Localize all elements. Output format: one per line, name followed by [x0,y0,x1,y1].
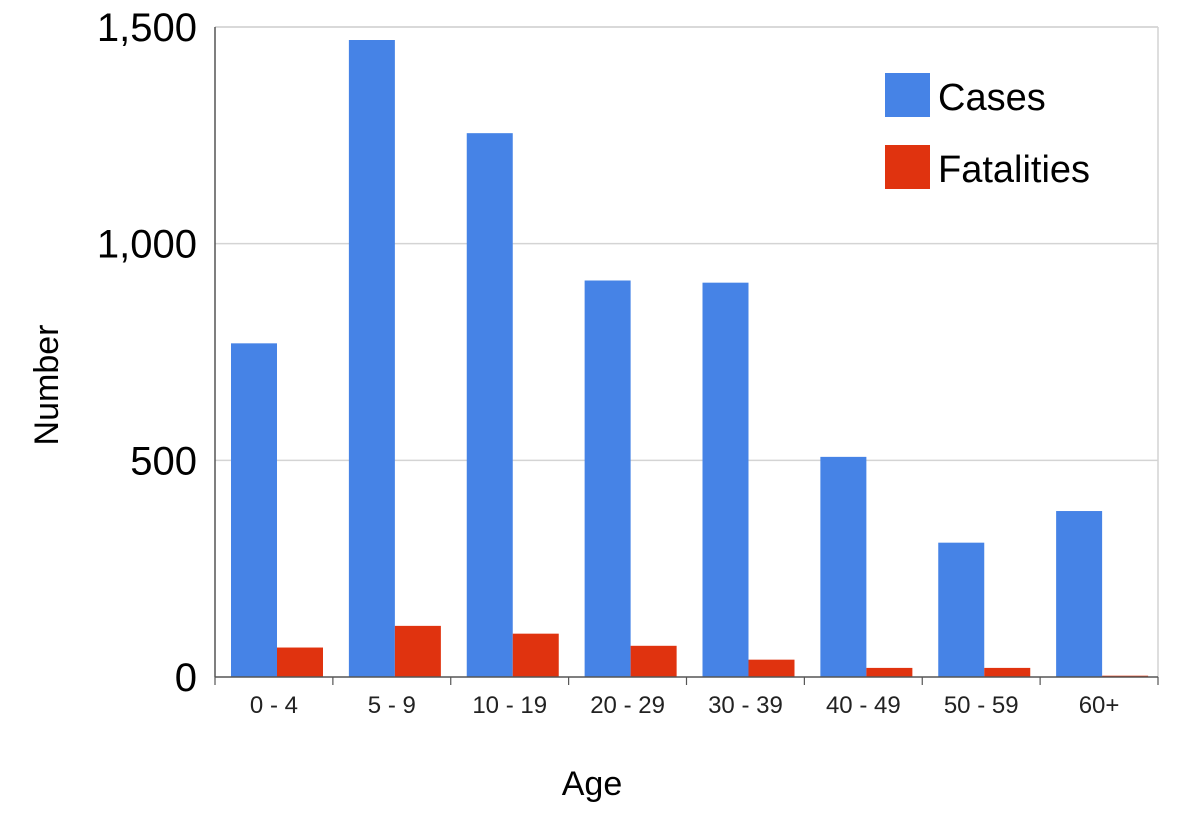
bar-cases-4 [702,282,749,677]
bars [231,40,1149,677]
bar-cases-0 [231,343,277,677]
bar-fatalities-6 [984,667,1031,677]
legend-swatch-cases [885,73,930,117]
bar-cases-2 [466,133,513,677]
x-tick-label-2: 10 - 19 [472,692,547,719]
x-tick-label-4: 30 - 39 [708,692,783,719]
x-axis-title: Age [562,765,623,803]
bar-fatalities-1 [394,625,441,677]
x-tick-label-1: 5 - 9 [368,692,416,719]
legend-label-fatalities: Fatalities [938,149,1090,191]
legend: Cases Fatalities [885,73,1090,191]
x-tick-label-3: 20 - 29 [590,692,665,719]
x-tick-label-6: 50 - 59 [944,692,1019,719]
x-tick-labels: 0 - 4 5 - 9 10 - 19 20 - 29 30 - 39 40 - 49 50… [250,692,1120,719]
bar-cases-3 [584,280,631,677]
bar-cases-1 [348,40,395,677]
y-tick-label-1: 500 [130,439,197,483]
legend-swatch-fatalities [885,145,930,189]
y-tick-label-3: 1,500 [97,6,197,50]
x-tick-label-5: 40 - 49 [826,692,901,719]
y-tick-labels: 0 500 1,000 1,500 [97,6,197,700]
bar-fatalities-5 [866,667,913,677]
axes [214,27,1159,685]
bar-fatalities-0 [277,647,323,677]
bar-cases-7 [1056,511,1103,677]
bar-fatalities-4 [748,659,795,677]
y-tick-label-2: 1,000 [97,223,197,267]
bar-fatalities-2 [512,633,559,677]
x-tick-label-0: 0 - 4 [250,692,298,719]
y-tick-label-0: 0 [175,656,197,700]
plot-frame [215,26,1159,677]
bar-fatalities-3 [630,645,677,677]
bar-cases-5 [820,456,867,677]
legend-label-cases: Cases [938,77,1046,119]
bar-cases-6 [938,542,985,677]
x-tick-label-7: 60+ [1079,692,1120,719]
y-axis-title: Number [28,325,66,446]
